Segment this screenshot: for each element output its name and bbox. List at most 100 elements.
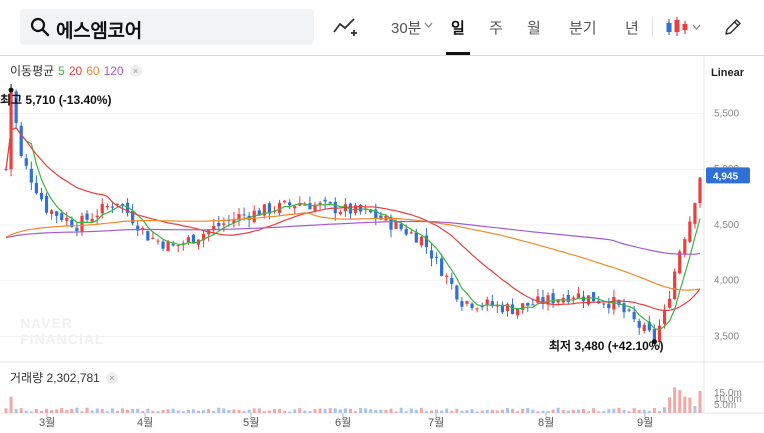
- volume-bar: [612, 408, 616, 413]
- candle-body: [485, 299, 489, 306]
- candle-body: [217, 222, 221, 227]
- volume-legend[interactable]: 거래량 2,302,781 ×: [10, 369, 118, 386]
- chevron-down-icon: [424, 22, 433, 28]
- candle-body: [237, 214, 241, 220]
- volume-bar: [156, 411, 160, 413]
- month-label: 4월: [137, 416, 153, 429]
- candle-body: [181, 243, 185, 245]
- volume-bar: [176, 410, 180, 413]
- candle-body: [277, 202, 282, 214]
- volume-bar: [450, 410, 454, 413]
- period-week[interactable]: 주: [489, 20, 503, 37]
- volume-bar: [592, 408, 596, 413]
- annotations: 최고 5,710 (-13.40%) 최저 3,480 (+42.10%): [0, 84, 663, 353]
- candle-body: [556, 299, 560, 303]
- volume-bar: [338, 409, 342, 413]
- period-30min[interactable]: 30분: [391, 20, 422, 37]
- chart-type-button[interactable]: [664, 12, 702, 42]
- candle-body: [683, 239, 687, 254]
- volume-bar: [627, 411, 631, 413]
- candle-body: [566, 294, 570, 302]
- period-quarter[interactable]: 분기: [569, 20, 597, 37]
- candle-body: [141, 228, 145, 230]
- volume-bar: [379, 409, 383, 413]
- ma60-label: 60: [86, 63, 100, 78]
- ma120-line: [5, 220, 701, 255]
- volume-bar: [227, 409, 231, 413]
- candle-body: [191, 234, 196, 244]
- low-marker: [651, 339, 657, 345]
- candle-body: [440, 258, 444, 277]
- close-icon[interactable]: ×: [105, 371, 118, 384]
- candle-body: [551, 293, 555, 304]
- watermark-line-2: FINANCIAL: [20, 331, 104, 347]
- volume-tick-label: 10.0m: [714, 394, 742, 405]
- price-chart[interactable]: NAVER FINANCIAL 3,5004,0004,5005,0005,50…: [0, 56, 764, 433]
- ma20-label: 20: [68, 63, 83, 78]
- volume-bar: [333, 408, 337, 413]
- volume-bar: [267, 410, 271, 413]
- candle-body: [201, 233, 206, 241]
- price-tick-label: 3,500: [714, 331, 739, 342]
- close-icon[interactable]: ×: [129, 64, 142, 77]
- top-toolbar: 에스엠코어 30분 일 주 월 분기 년: [0, 0, 764, 56]
- volume-bar: [622, 409, 626, 413]
- volume-bar: [14, 409, 18, 413]
- high-label: 최고 5,710 (-13.40%): [0, 92, 111, 107]
- ma-label: 이동평균: [10, 64, 55, 78]
- volume-bar: [29, 411, 33, 413]
- ma5-label: 5: [58, 63, 65, 78]
- volume-bar: [257, 408, 261, 413]
- candle-body: [394, 221, 398, 229]
- moving-average-legend[interactable]: 이동평균 5 20 60 120 ×: [10, 62, 142, 79]
- candle-body: [186, 237, 190, 243]
- candle-body: [429, 250, 434, 259]
- volume-bar: [308, 411, 312, 413]
- volume-bar: [323, 408, 327, 413]
- candle-body: [622, 303, 626, 313]
- candle-body: [647, 321, 651, 331]
- candle-body: [445, 275, 449, 277]
- volume-bar: [80, 411, 84, 413]
- candle-body: [151, 237, 155, 239]
- drawing-tool-button[interactable]: [330, 12, 360, 42]
- volume-bar: [90, 410, 94, 413]
- candle-body: [662, 309, 667, 324]
- volume-bar: [511, 408, 515, 413]
- volume-bar: [131, 408, 135, 413]
- volume-bar: [632, 408, 636, 413]
- volume-bar: [191, 409, 195, 413]
- search-box[interactable]: 에스엠코어: [20, 9, 314, 45]
- volume-bar: [278, 408, 282, 413]
- volume-bar: [100, 408, 104, 413]
- candle-body: [470, 303, 474, 308]
- period-month[interactable]: 월: [527, 20, 541, 37]
- month-label: 9월: [637, 416, 653, 429]
- candle-body: [434, 256, 439, 258]
- candle-body: [500, 304, 505, 313]
- period-day[interactable]: 일: [451, 20, 465, 37]
- candle-body: [607, 303, 611, 309]
- volume-bar: [561, 409, 565, 413]
- volume-bar: [455, 408, 459, 413]
- period-year[interactable]: 년: [625, 20, 639, 37]
- volume-bar: [343, 408, 347, 413]
- scale-toggle[interactable]: Linear: [711, 67, 745, 79]
- search-query[interactable]: 에스엠코어: [56, 21, 142, 42]
- volume-bar: [673, 387, 677, 413]
- candle-body: [49, 210, 54, 214]
- volume-bar: [222, 408, 226, 413]
- candle-body: [176, 245, 180, 247]
- candle-body: [424, 235, 429, 248]
- volume-bar: [242, 410, 246, 413]
- volume-bar: [202, 410, 206, 413]
- edit-button[interactable]: [720, 12, 746, 42]
- candle-body: [358, 204, 363, 212]
- candle-body: [313, 204, 317, 211]
- volume-bar: [298, 408, 302, 413]
- volume-bar: [348, 408, 352, 413]
- candle-body: [110, 206, 114, 208]
- volume-bar: [647, 410, 651, 413]
- volume-bar: [252, 408, 256, 413]
